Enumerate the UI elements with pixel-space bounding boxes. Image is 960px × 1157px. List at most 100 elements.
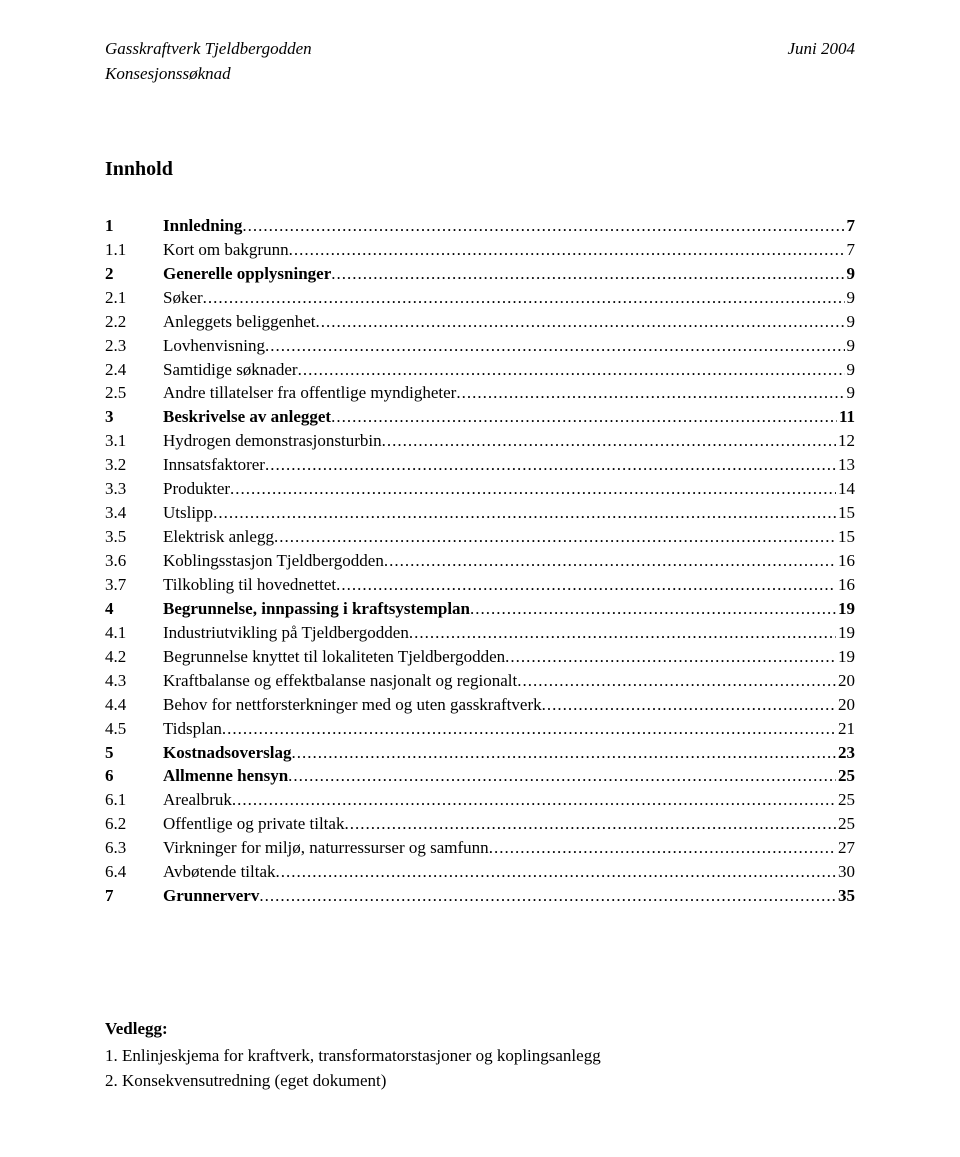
toc-page: 20 [836,694,855,717]
toc-leader [230,478,836,501]
toc-row: 3.4Utslipp 15 [105,502,855,525]
toc-label: Beskrivelse av anlegget [163,406,331,429]
toc-row: 2.3Lovhenvisning9 [105,335,855,358]
toc-number: 3.5 [105,526,163,549]
toc-number: 6.1 [105,789,163,812]
toc-page: 7 [845,239,856,262]
toc-number: 4.3 [105,670,163,693]
toc-page: 12 [836,430,855,453]
toc-page: 9 [845,359,856,382]
toc-label: Søker [163,287,203,310]
toc-label: Avbøtende tiltak [163,861,276,884]
toc-leader [470,598,836,621]
toc-row: 3.1Hydrogen demonstrasjonsturbin 12 [105,430,855,453]
toc-leader [203,287,845,310]
toc-label: Industriutvikling på Tjeldbergodden [163,622,409,645]
toc-number: 1.1 [105,239,163,262]
toc-label: Anleggets beliggenhet [163,311,316,334]
toc-leader [265,335,845,358]
toc-page: 9 [845,263,856,286]
toc-number: 3.3 [105,478,163,501]
toc-label: Generelle opplysninger [163,263,331,286]
toc-number: 3.2 [105,454,163,477]
toc-row: 3.3Produkter14 [105,478,855,501]
toc-row: 2.1Søker9 [105,287,855,310]
toc-label: Offentlige og private tiltak [163,813,344,836]
toc-row: 4.4Behov for nettforsterkninger med og u… [105,694,855,717]
toc-label: Hydrogen demonstrasjonsturbin [163,430,382,453]
toc-label: Begrunnelse, innpassing i kraftsystempla… [163,598,470,621]
toc-label: Elektrisk anlegg [163,526,274,549]
toc-leader [213,502,836,525]
toc-page: 35 [836,885,855,908]
toc-page: 9 [845,287,856,310]
toc-leader [344,813,836,836]
toc-number: 2 [105,263,163,286]
toc-page: 7 [845,215,856,238]
toc-label: Kraftbalanse og effektbalanse nasjonalt … [163,670,517,693]
toc-page: 13 [836,454,855,477]
toc-number: 2.4 [105,359,163,382]
toc-leader [276,861,836,884]
toc-leader [331,406,837,429]
toc-page: 15 [836,502,855,525]
toc-leader [336,574,836,597]
vedlegg-list: 1. Enlinjeskjema for kraftverk, transfor… [105,1045,855,1093]
toc-leader [259,885,836,908]
toc-page: 14 [836,478,855,501]
toc-leader [489,837,836,860]
toc-row: 3.5Elektrisk anlegg15 [105,526,855,549]
toc-row: 3.7Tilkobling til hovednettet16 [105,574,855,597]
vedlegg-line: 2. Konsekvensutredning (eget dokument) [105,1070,855,1093]
toc-page: 25 [836,765,855,788]
toc-row: 2.5Andre tillatelser fra offentlige mynd… [105,382,855,405]
toc-number: 6.4 [105,861,163,884]
toc-label: Begrunnelse knyttet til lokaliteten Tjel… [163,646,505,669]
toc-row: 6.1Arealbruk25 [105,789,855,812]
header-left: Gasskraftverk Tjeldbergodden [105,38,312,61]
toc-leader [517,670,836,693]
toc-list: 1Innledning71.1Kort om bakgrunn72Generel… [105,215,855,908]
toc-leader [291,742,836,765]
toc-row: 6.2Offentlige og private tiltak25 [105,813,855,836]
toc-leader [274,526,836,549]
toc-leader [542,694,836,717]
toc-label: Tilkobling til hovednettet [163,574,336,597]
toc-number: 2.3 [105,335,163,358]
toc-row: 4.3Kraftbalanse og effektbalanse nasjona… [105,670,855,693]
toc-label: Tidsplan [163,718,222,741]
vedlegg-line: 1. Enlinjeskjema for kraftverk, transfor… [105,1045,855,1068]
toc-leader [289,239,845,262]
toc-label: Behov for nettforsterkninger med og uten… [163,694,542,717]
toc-page: 23 [836,742,855,765]
toc-row: 4.5Tidsplan21 [105,718,855,741]
toc-row: 3.6Koblingsstasjon Tjeldbergodden16 [105,550,855,573]
toc-leader [242,215,844,238]
toc-label: Kostnadsoverslag [163,742,291,765]
toc-label: Innledning [163,215,242,238]
toc-leader [331,263,844,286]
toc-number: 6.3 [105,837,163,860]
toc-label: Andre tillatelser fra offentlige myndigh… [163,382,456,405]
toc-page: 11 [837,406,855,429]
toc-row: 1.1Kort om bakgrunn7 [105,239,855,262]
toc-page: 16 [836,550,855,573]
toc-number: 7 [105,885,163,908]
toc-label: Samtidige søknader [163,359,298,382]
toc-row: 2.4Samtidige søknader 9 [105,359,855,382]
toc-page: 30 [836,861,855,884]
toc-number: 6 [105,765,163,788]
toc-page: 9 [845,335,856,358]
toc-label: Grunnerverv [163,885,259,908]
toc-number: 3.1 [105,430,163,453]
toc-leader [222,718,836,741]
toc-page: 25 [836,789,855,812]
toc-leader [265,454,836,477]
toc-number: 3.7 [105,574,163,597]
toc-label: Utslipp [163,502,213,525]
toc-row: 4.2Begrunnelse knyttet til lokaliteten T… [105,646,855,669]
toc-number: 3.4 [105,502,163,525]
toc-page: 19 [836,598,855,621]
vedlegg-title: Vedlegg: [105,1018,855,1041]
toc-leader [382,430,836,453]
